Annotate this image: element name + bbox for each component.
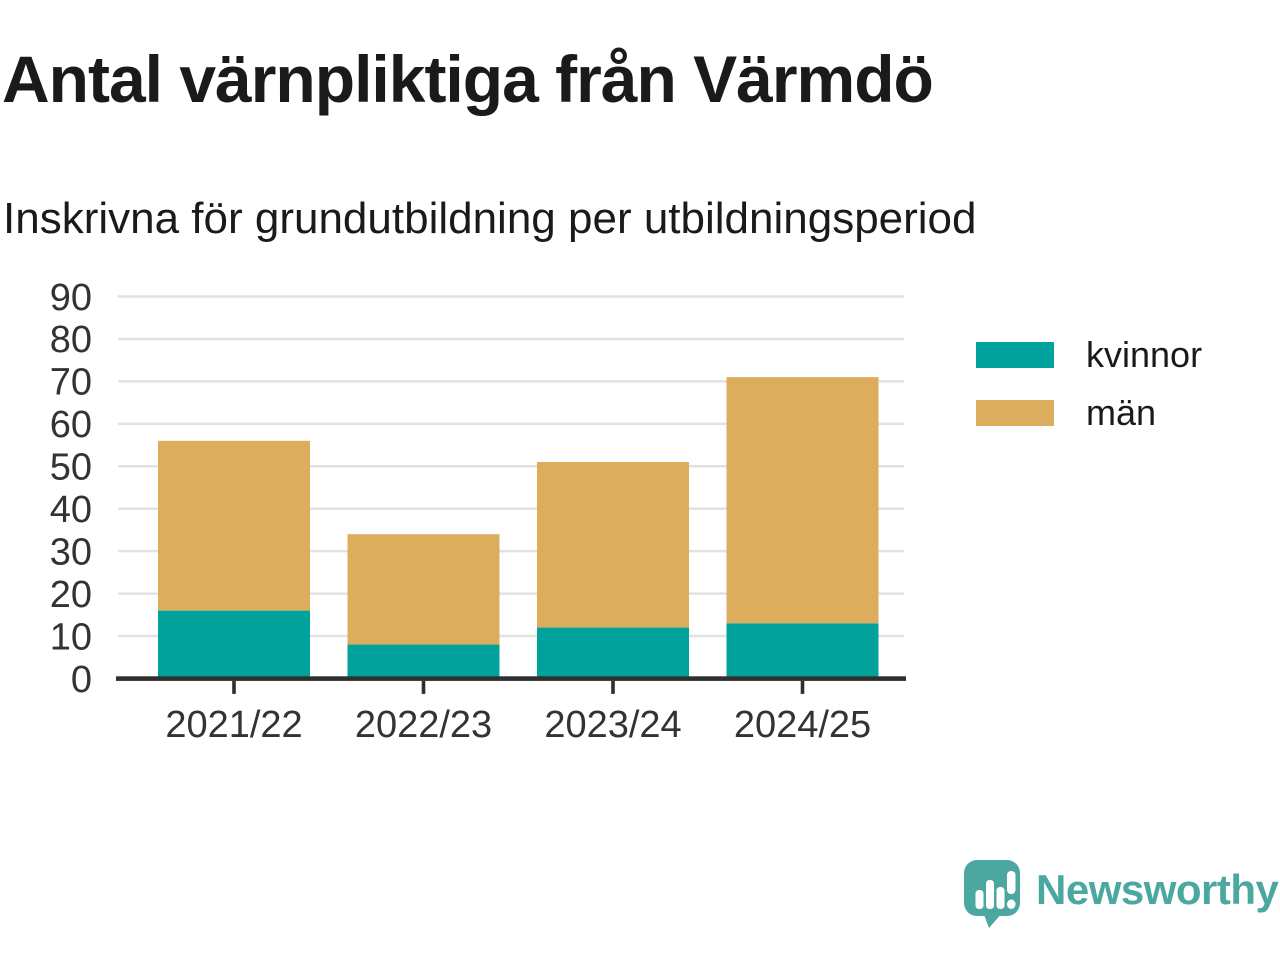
legend-label-kvinnor: kvinnor xyxy=(1086,333,1203,375)
legend-item-män: män xyxy=(976,391,1202,433)
x-axis-label-2021/22: 2021/22 xyxy=(165,704,302,746)
x-axis-label-2023/24: 2023/24 xyxy=(544,704,681,746)
y-axis-label-80: 80 xyxy=(50,319,92,361)
y-axis-label-30: 30 xyxy=(50,531,92,573)
newsworthy-logo-icon xyxy=(964,860,1020,928)
legend-label-män: män xyxy=(1086,391,1157,433)
y-axis-label-60: 60 xyxy=(50,404,92,446)
chart-title: Antal värnpliktiga från Värmdö xyxy=(2,42,934,116)
x-axis-line xyxy=(116,676,906,681)
x-axis-tick-2021/22 xyxy=(232,680,236,694)
x-axis-label-2024/25: 2024/25 xyxy=(734,704,871,746)
bar-segment-kvinnor-2021/22 xyxy=(158,610,310,679)
bar-segment-män-2024/25 xyxy=(726,377,879,624)
bar-segment-män-2023/24 xyxy=(537,462,689,628)
bar-segment-män-2022/23 xyxy=(347,534,500,645)
y-axis-label-0: 0 xyxy=(71,659,92,701)
chart-subtitle: Inskrivna för grundutbildning per utbild… xyxy=(3,194,977,243)
bar-segment-män-2021/22 xyxy=(158,440,310,611)
x-axis-tick-2022/23 xyxy=(421,680,426,694)
newsworthy-logo-text: Newsworthy xyxy=(1036,866,1279,913)
y-axis-label-70: 70 xyxy=(50,362,92,404)
x-axis-tick-2024/25 xyxy=(800,680,805,694)
x-axis-label-2022/23: 2022/23 xyxy=(355,704,492,746)
legend-swatch-män xyxy=(976,399,1054,426)
y-axis-label-40: 40 xyxy=(50,489,92,531)
newsworthy-branding: Newsworthy xyxy=(963,858,1279,930)
bar-segment-kvinnor-2023/24 xyxy=(537,627,689,679)
bar-segment-kvinnor-2024/25 xyxy=(726,623,879,679)
bar-segment-kvinnor-2022/23 xyxy=(347,644,500,679)
y-axis-label-20: 20 xyxy=(50,574,92,616)
y-axis-label-10: 10 xyxy=(50,616,92,658)
chart-legend: kvinnor män xyxy=(976,333,1203,433)
legend-item-kvinnor: kvinnor xyxy=(976,333,1203,375)
y-axis-label-50: 50 xyxy=(50,447,92,489)
legend-swatch-kvinnor xyxy=(976,341,1054,368)
x-axis-tick-2023/24 xyxy=(611,680,615,694)
y-axis-label-90: 90 xyxy=(50,280,92,319)
